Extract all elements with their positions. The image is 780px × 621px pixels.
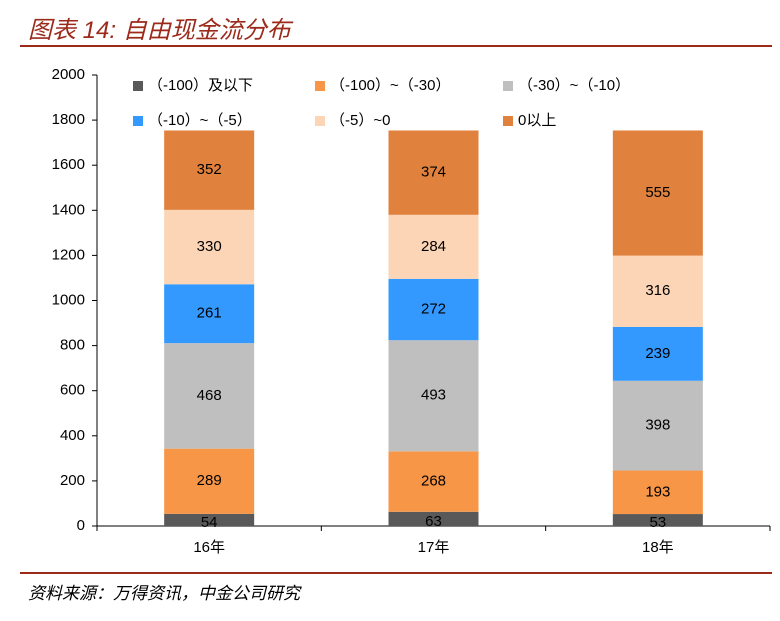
y-tick-label: 0 [77, 517, 85, 534]
legend-label: （-5）~0 [330, 112, 390, 129]
data-label: 193 [645, 483, 670, 500]
y-tick-label: 1800 [52, 111, 85, 128]
data-label: 352 [197, 161, 222, 178]
bar-segment [164, 209, 255, 285]
bar-segment [164, 448, 255, 514]
bar-segment [612, 326, 703, 381]
data-label: 239 [645, 345, 670, 362]
legend-swatch [133, 116, 143, 126]
source-note: 资料来源：万得资讯，中金公司研究 [28, 584, 302, 603]
y-tick-label: 1400 [52, 201, 85, 218]
y-tick-label: 1600 [52, 156, 85, 173]
data-label: 54 [201, 514, 218, 531]
y-tick-label: 800 [60, 337, 85, 354]
bar-segment [164, 343, 255, 449]
data-label: 289 [197, 472, 222, 489]
y-tick-label: 2000 [52, 66, 85, 83]
bar-segment [164, 513, 255, 526]
legend-swatch [315, 81, 325, 91]
x-tick-label: 17年 [418, 539, 450, 556]
data-label: 330 [197, 238, 222, 255]
data-label: 316 [645, 282, 670, 299]
legend-swatch [315, 116, 325, 126]
data-label: 261 [197, 305, 222, 322]
data-label: 63 [425, 513, 442, 530]
legend-label: （-10）~（-5） [148, 112, 252, 129]
data-label: 284 [421, 238, 446, 255]
bar-segment [612, 514, 703, 526]
legend-label: （-30）~（-10） [518, 77, 630, 94]
y-tick-label: 1200 [52, 246, 85, 263]
y-tick-label: 1000 [52, 291, 85, 308]
bar-segment [612, 380, 703, 471]
bar-segment [612, 255, 703, 327]
data-label: 374 [421, 164, 446, 181]
data-label: 53 [649, 514, 666, 531]
data-label: 398 [645, 417, 670, 434]
legend-label: （-100）~（-30） [330, 77, 450, 94]
bar-segment [388, 511, 479, 526]
bar-segment [388, 278, 479, 341]
y-tick-label: 400 [60, 427, 85, 444]
bar-segment [612, 130, 703, 256]
legend-swatch [503, 81, 513, 91]
bar-segment [164, 130, 255, 210]
data-label: 555 [645, 184, 670, 201]
legend-swatch [133, 81, 143, 91]
y-tick-label: 600 [60, 382, 85, 399]
y-tick-label: 200 [60, 472, 85, 489]
bar-segment [388, 214, 479, 279]
bar-segment [388, 340, 479, 452]
bar-segment [388, 451, 479, 512]
bar-segment [388, 130, 479, 215]
legend-label: （-100）及以下 [148, 77, 253, 94]
bar-segment [164, 284, 255, 344]
data-label: 268 [421, 473, 446, 490]
x-tick-label: 16年 [193, 539, 225, 556]
bar-segment [612, 470, 703, 515]
legend-swatch [503, 116, 513, 126]
data-label: 272 [421, 300, 446, 317]
data-label: 468 [197, 387, 222, 404]
chart-title: 图表 14: 自由现金流分布 [28, 17, 294, 44]
data-label: 493 [421, 387, 446, 404]
legend-label: 0以上 [518, 112, 556, 129]
x-tick-label: 18年 [642, 539, 674, 556]
